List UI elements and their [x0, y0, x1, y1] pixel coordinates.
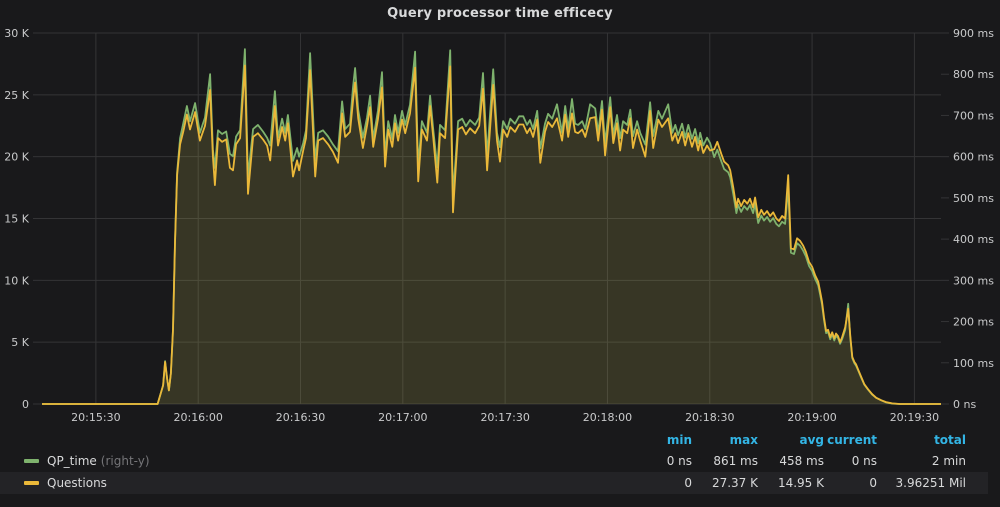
legend-stat-column-max[interactable]: max: [729, 433, 758, 447]
y-right-tick-label: 600 ms: [953, 151, 994, 164]
x-tick-label: 20:19:30: [890, 411, 939, 424]
y-left-tick-label: 15 K: [4, 213, 29, 226]
y-right-tick-label: 300 ms: [953, 274, 994, 287]
y-right-tick-label: 0 ns: [953, 398, 976, 411]
y-right-tick-label: 500 ms: [953, 192, 994, 205]
stat-avg-questions: 14.95 K: [777, 476, 824, 490]
y-right-tick-label: 700 ms: [953, 109, 994, 122]
y-right-tick-label: 800 ms: [953, 68, 994, 81]
questions-line: [42, 64, 941, 405]
stat-total-qp_time: 2 min: [931, 454, 966, 468]
stat-min-questions: 0: [684, 476, 692, 490]
legend-item-questions[interactable]: Questions: [0, 476, 626, 490]
legend-stats-header: min max avg current total: [0, 430, 988, 450]
y-left-tick-label: 0: [22, 398, 29, 411]
x-tick-label: 20:19:00: [787, 411, 836, 424]
x-tick-label: 20:17:00: [378, 411, 427, 424]
stat-max-questions: 27.37 K: [711, 476, 758, 490]
y-right-tick-label: 200 ms: [953, 316, 994, 329]
stat-max-qp_time: 861 ms: [713, 454, 758, 468]
stat-min-qp_time: 0 ns: [666, 454, 692, 468]
y-left-tick-label: 25 K: [4, 89, 29, 102]
x-tick-label: 20:18:30: [685, 411, 734, 424]
series-name[interactable]: QP_time: [47, 454, 97, 468]
stat-total-questions: 3.96251 Mil: [895, 476, 966, 490]
stat-current-questions: 0: [869, 476, 877, 490]
legend-stat-column-avg[interactable]: avg: [799, 433, 824, 447]
legend-row-questions: Questions 0 27.37 K 14.95 K 0 3.96251 Mil: [0, 472, 988, 494]
x-tick-label: 20:15:30: [71, 411, 120, 424]
series-axis-hint: (right-y): [100, 454, 150, 468]
stat-current-qp_time: 0 ns: [851, 454, 877, 468]
legend-stat-column-total[interactable]: total: [934, 433, 966, 447]
series-color-swatch[interactable]: [24, 459, 39, 463]
x-tick-label: 20:16:30: [276, 411, 325, 424]
y-left-tick-label: 30 K: [4, 27, 29, 40]
series-name[interactable]: Questions: [47, 476, 107, 490]
y-left-tick-label: 20 K: [4, 151, 29, 164]
legend-row-qp_time: QP_time (right-y) 0 ns 861 ms 458 ms 0 ns 2 mi…: [0, 450, 988, 472]
y-right-tick-label: 900 ms: [953, 27, 994, 40]
y-left-tick-label: 5 K: [11, 336, 29, 349]
x-tick-label: 20:18:00: [583, 411, 632, 424]
series-color-swatch[interactable]: [24, 481, 39, 485]
legend-stat-column-current[interactable]: current: [827, 433, 877, 447]
stat-avg-qp_time: 458 ms: [779, 454, 824, 468]
legend-stat-column-min[interactable]: min: [666, 433, 692, 447]
x-tick-label: 20:16:00: [173, 411, 222, 424]
legend: min max avg current total QP_time (right-y) 0 …: [0, 430, 1000, 494]
y-right-tick-label: 400 ms: [953, 233, 994, 246]
x-tick-label: 20:17:30: [480, 411, 529, 424]
y-right-tick-label: 100 ms: [953, 357, 994, 370]
panel-title[interactable]: Query processor time efficecy: [387, 6, 613, 21]
legend-item-qp_time[interactable]: QP_time (right-y): [0, 454, 626, 468]
y-left-tick-label: 10 K: [4, 274, 29, 287]
